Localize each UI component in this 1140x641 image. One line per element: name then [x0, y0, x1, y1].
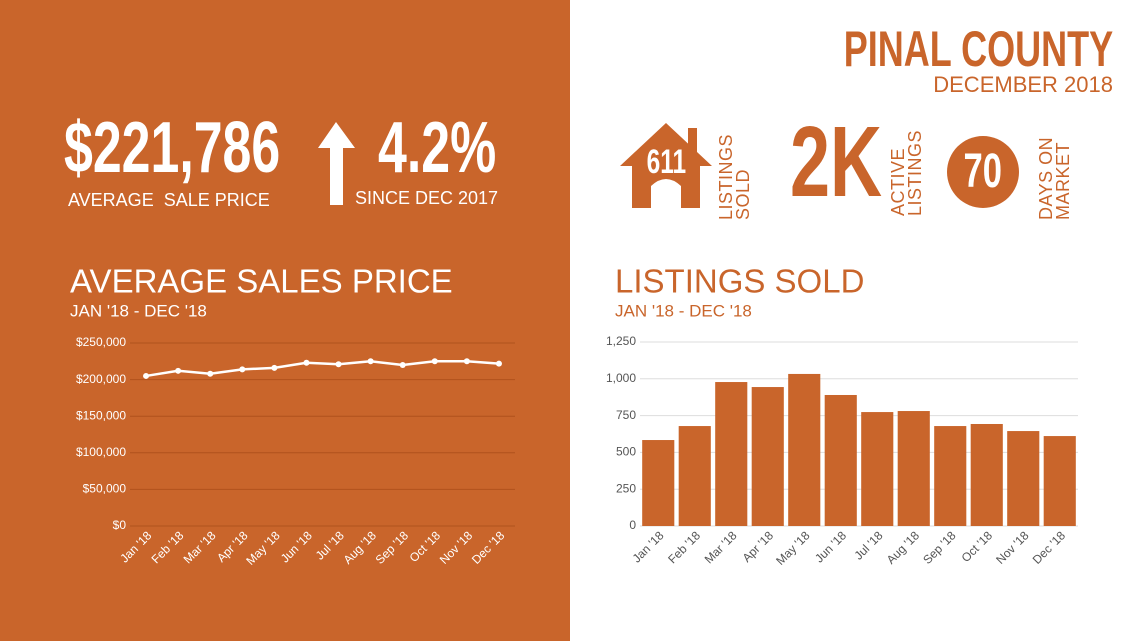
point [431, 358, 438, 365]
point [495, 360, 502, 367]
active: 2K [790, 106, 883, 218]
y-tick-label: $50,000 [83, 482, 127, 496]
bar [861, 412, 894, 526]
bar [1007, 431, 1040, 526]
bar [788, 373, 821, 526]
chart-title: LISTINGS SOLD [615, 263, 864, 300]
days: 70 [963, 145, 1003, 198]
bar [642, 440, 675, 526]
listings-sold-box: 611 [626, 145, 706, 179]
y-tick-label: 0 [629, 518, 636, 532]
bar [934, 426, 967, 526]
y-tick-label: 750 [616, 408, 636, 422]
point [175, 367, 182, 374]
x-tick-label: May '18 [243, 528, 283, 568]
avg-price: $221,786 [64, 108, 281, 188]
point [463, 358, 470, 365]
active-label: ACTIVE LISTINGS [888, 129, 925, 216]
house-icon [620, 123, 712, 208]
point [335, 361, 342, 368]
y-tick-label: $150,000 [76, 408, 126, 422]
chart-title: AVERAGE SALES PRICE [70, 263, 453, 300]
y-tick-label: 1,000 [606, 371, 636, 385]
y-tick-label: $200,000 [76, 372, 126, 386]
x-tick-label: Nov '18 [437, 528, 476, 567]
x-tick-label: Jan '18 [117, 528, 154, 565]
x-tick-label: Oct '18 [959, 528, 996, 565]
bar [824, 394, 857, 526]
up-arrow [318, 122, 355, 205]
bar [751, 387, 784, 526]
x-tick-label: Oct '18 [407, 528, 444, 565]
x-tick-label: Dec '18 [469, 528, 508, 567]
x-tick-label: Jan '18 [630, 528, 667, 565]
x-tick-label: Mar '18 [702, 528, 740, 566]
days-circle [947, 136, 1019, 208]
point [239, 366, 246, 373]
point [303, 359, 310, 366]
x-tick-label: Jun '18 [278, 528, 315, 565]
listings-sold: 611 [646, 143, 686, 181]
x-tick-label: Mar '18 [181, 528, 219, 566]
x-tick-label: Jun '18 [812, 528, 849, 565]
point [271, 364, 278, 371]
y-tick-label: $250,000 [76, 335, 126, 349]
days-label: DAYS ON MARKET [1036, 136, 1073, 220]
header-title: PINAL COUNTY [843, 21, 1113, 77]
x-tick-label: Feb '18 [665, 528, 703, 566]
x-tick-label: Nov '18 [993, 528, 1032, 567]
bar [897, 411, 930, 526]
change-label: SINCE DEC 2017 [355, 188, 499, 208]
x-tick-label: May '18 [773, 528, 813, 568]
y-tick-label: 500 [616, 445, 636, 459]
x-tick-label: Aug '18 [341, 528, 380, 567]
y-tick-label: $100,000 [76, 445, 126, 459]
point [207, 370, 214, 377]
bar [970, 423, 1003, 526]
x-tick-label: Sep '18 [920, 528, 959, 567]
chart-subtitle: JAN '18 - DEC '18 [615, 301, 752, 320]
y-tick-label: 250 [616, 481, 636, 495]
avg-price-label: AVERAGE SALE PRICE [68, 190, 270, 210]
change-box: 4.2% [378, 112, 542, 184]
point [143, 372, 150, 379]
x-tick-label: Feb '18 [149, 528, 187, 566]
x-tick-label: Dec '18 [1030, 528, 1069, 567]
bar [1043, 436, 1076, 526]
bar [678, 426, 711, 526]
change: 4.2% [378, 108, 497, 188]
line [145, 360, 500, 378]
left-panel [0, 0, 570, 641]
x-tick-label: Apr '18 [740, 528, 777, 565]
y-tick-label: $0 [113, 518, 127, 532]
x-tick-label: Jul '18 [851, 528, 885, 562]
chart-subtitle: JAN '18 - DEC '18 [70, 301, 207, 320]
y-tick-label: 1,250 [606, 334, 636, 348]
x-tick-label: Sep '18 [373, 528, 412, 567]
listings-sold-label: LISTINGS SOLD [716, 133, 753, 220]
point [399, 361, 406, 368]
bar [715, 382, 748, 526]
header-subtitle: DECEMBER 2018 [933, 72, 1113, 97]
point [367, 358, 374, 365]
x-tick-label: Aug '18 [884, 528, 923, 567]
avg-price-box: $221,786 [64, 112, 364, 184]
header-title-box: PINAL COUNTY [739, 24, 1113, 74]
active-box: 2K [790, 112, 918, 212]
days-box: 70 [943, 148, 1023, 196]
